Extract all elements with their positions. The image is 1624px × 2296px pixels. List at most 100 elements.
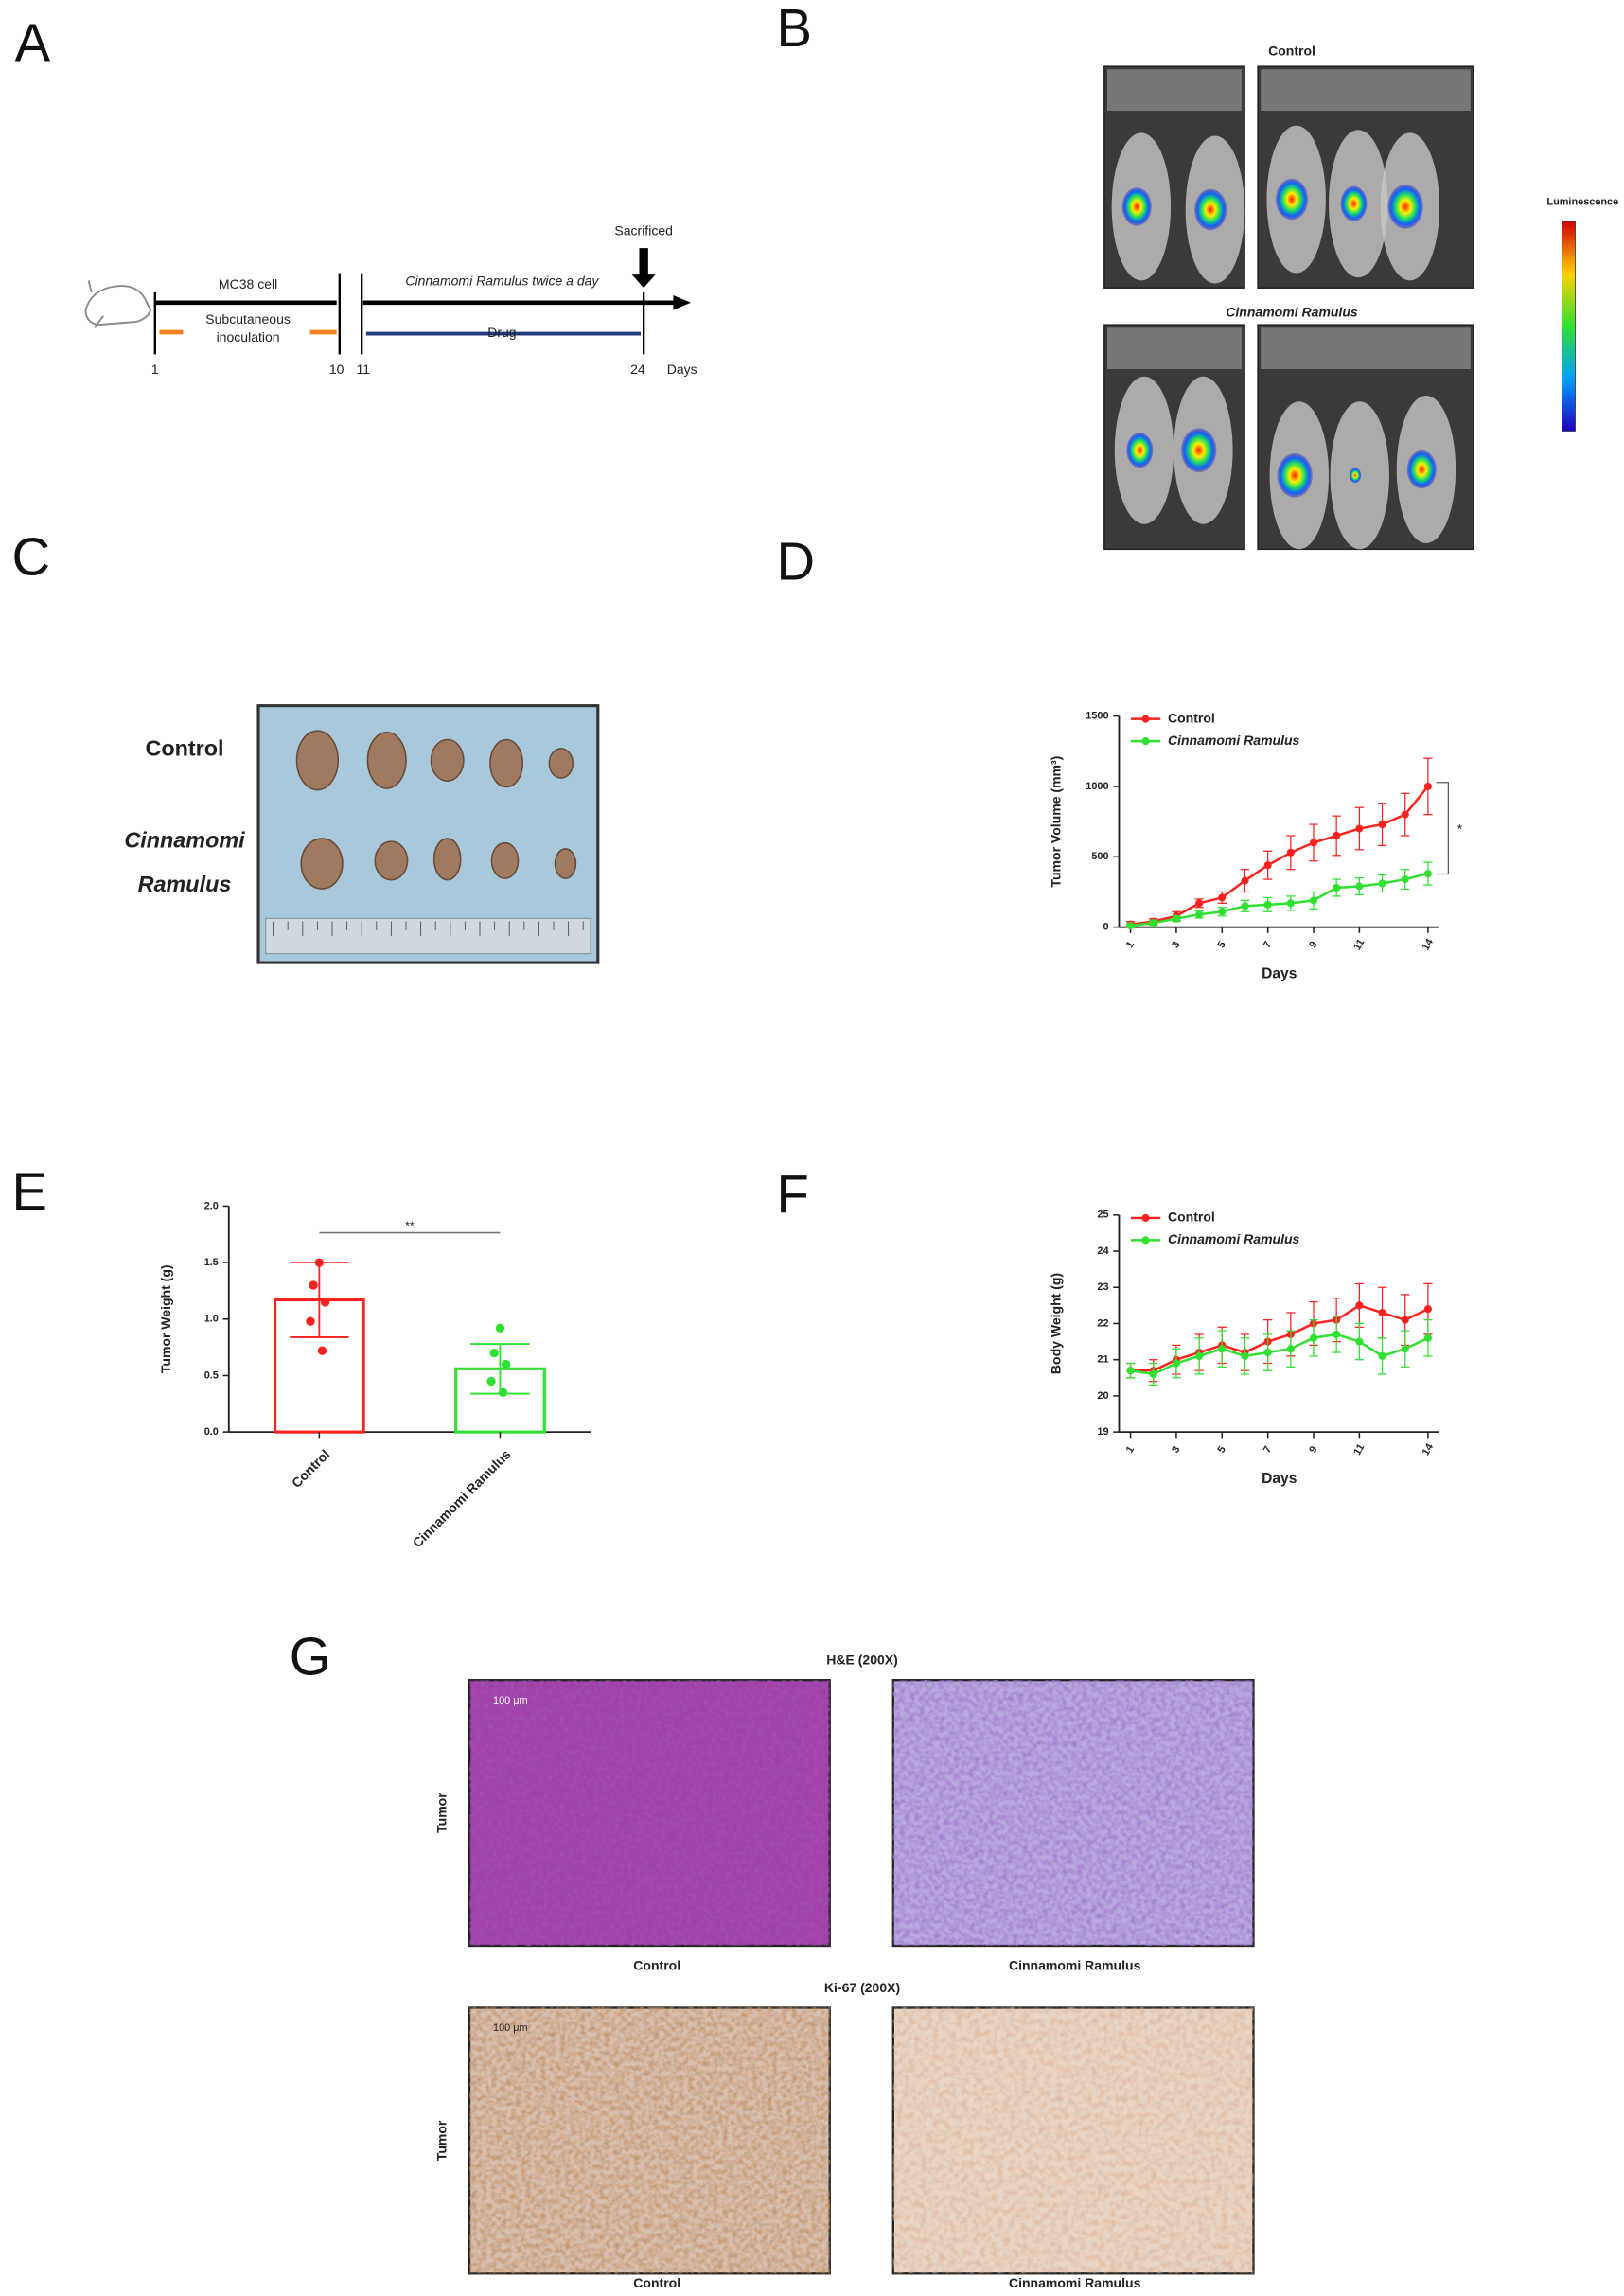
image-header [1261, 327, 1471, 369]
image-header [1261, 69, 1471, 111]
data-point [320, 1298, 330, 1307]
marker [1333, 831, 1341, 840]
label: Control [1268, 43, 1315, 58]
caption: Control [633, 2275, 680, 2290]
texture [469, 2007, 830, 2274]
x-tick-label: 9 [1307, 1444, 1319, 1455]
scale-label: 100 μm [493, 1695, 528, 1706]
imaging: Control Cinnamomi Ramulus Luminescence [1103, 43, 1618, 551]
marker [1286, 848, 1295, 857]
marker [1309, 839, 1318, 847]
data-point [486, 1376, 496, 1386]
tumor [489, 738, 524, 788]
y-tick-label: 22 [1097, 1317, 1108, 1329]
signal [1406, 450, 1437, 489]
marker [1423, 870, 1432, 878]
y-tick-label: 0.5 [204, 1369, 219, 1381]
panel-label: B [777, 0, 812, 58]
marker [1263, 1348, 1272, 1357]
x-tick-label: 3 [1170, 1444, 1182, 1455]
panel-label: E [11, 1161, 46, 1221]
legend-label: Cinnamomi Ramulus [1168, 733, 1300, 748]
y-tick-label: 20 [1097, 1390, 1108, 1402]
caption: Control [633, 1958, 680, 1973]
y-axis-label: Body Weight (g) [1049, 1273, 1064, 1374]
mouse-icon [84, 280, 152, 328]
label: Sacrificed [614, 223, 673, 238]
marker [1333, 1330, 1341, 1338]
signal [1349, 468, 1362, 484]
legend-marker [1141, 1213, 1150, 1222]
y-tick-label: 0.0 [204, 1426, 219, 1438]
sacrifice-arrow [631, 248, 656, 289]
caption: Cinnamomi Ramulus [1009, 2275, 1141, 2290]
tumor [490, 841, 520, 879]
series-line [1130, 786, 1429, 926]
legend-marker [1141, 737, 1150, 746]
label: Ki-67 (200X) [824, 1980, 900, 1995]
label: H&E (200X) [826, 1652, 898, 1668]
panel-label: G [290, 1627, 331, 1687]
data-point [314, 1258, 325, 1267]
marker [1149, 919, 1157, 927]
y-axis-label: Tumor Volume (mm³) [1049, 756, 1064, 888]
significance-bracket [1436, 782, 1449, 875]
marker [1149, 1369, 1157, 1379]
marker [1309, 896, 1318, 905]
tumor [374, 840, 409, 881]
y-axis-label: Tumor Weight (g) [158, 1264, 173, 1373]
data-point [495, 1323, 505, 1333]
y-tick-label: 21 [1097, 1354, 1108, 1366]
x-tick-label: 3 [1170, 940, 1182, 950]
marker [1355, 1301, 1364, 1310]
image-header [1107, 327, 1242, 369]
day-label: Days [667, 362, 697, 377]
marker [1218, 893, 1227, 902]
marker [1401, 1316, 1409, 1324]
x-tick-label: 1 [1124, 1444, 1137, 1455]
y-tick-label: 1.5 [204, 1257, 219, 1268]
timeline: MC38 cell Subcutaneous inoculation Cinna… [84, 223, 697, 377]
series-line [1130, 1333, 1429, 1376]
ruler [265, 917, 591, 955]
label: Cinnamomi Ramulus twice a day [405, 274, 599, 289]
panel-label: C [11, 527, 50, 587]
signal [1194, 188, 1227, 231]
scale-label: 100 μm [493, 2022, 528, 2034]
panel-label: D [777, 531, 816, 591]
tumor [300, 838, 344, 890]
marker [1355, 1337, 1364, 1346]
tumor [548, 748, 574, 779]
y-tick-label: 23 [1097, 1281, 1108, 1293]
series-line [1130, 1303, 1429, 1372]
image-header [1107, 69, 1242, 111]
significance: * [1457, 821, 1463, 836]
x-axis-label: Days [1262, 966, 1297, 982]
histology: H&E (200X) Ki-67 (200X) 100 μm 100 μm Tu… [434, 1652, 1255, 2290]
y-tick-label: 500 [1091, 851, 1108, 862]
x-tick-label: 7 [1262, 1444, 1274, 1455]
label: Luminescence [1546, 197, 1618, 208]
tumor [432, 838, 462, 881]
legend-label: Control [1168, 1210, 1215, 1225]
x-axis-label: Days [1262, 1471, 1297, 1487]
legend-label: Cinnamomi Ramulus [1168, 1231, 1300, 1246]
x-tick-label: 14 [1421, 1442, 1436, 1458]
y-tick-label: 0 [1103, 922, 1108, 933]
y-tick-label: 24 [1097, 1245, 1108, 1257]
marker [1355, 824, 1364, 833]
caption: Cinnamomi Ramulus [1009, 1958, 1141, 1973]
label: Cinnamomi [124, 827, 245, 852]
label: Subcutaneous [205, 311, 291, 327]
x-tick-label: 5 [1215, 940, 1227, 950]
marker [1378, 821, 1386, 829]
data-point [317, 1346, 327, 1355]
marker [1241, 876, 1249, 885]
data-point [498, 1387, 508, 1398]
marker [1241, 902, 1249, 910]
legend-label: Control [1168, 710, 1215, 725]
x-tick-label: Cinnamomi Ramulus [410, 1446, 514, 1550]
texture [892, 1680, 1254, 1946]
texture [892, 2007, 1254, 2274]
data-point [309, 1280, 318, 1290]
